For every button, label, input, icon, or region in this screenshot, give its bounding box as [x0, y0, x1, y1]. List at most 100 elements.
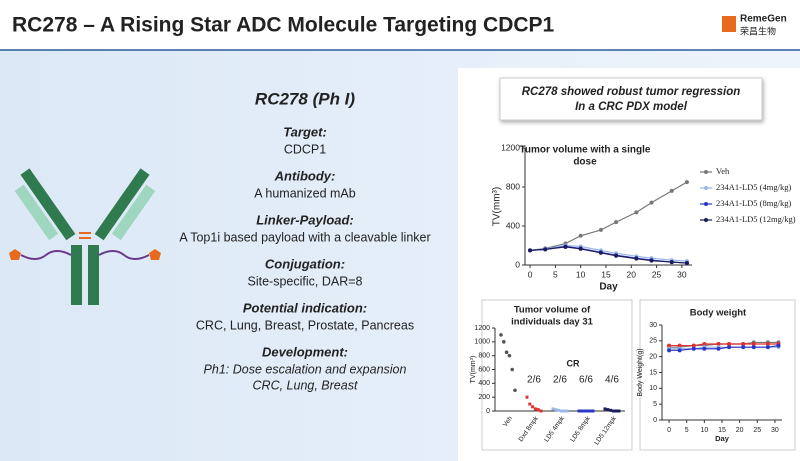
- chart-title: Body weight: [690, 308, 747, 319]
- section-text: A Top1i based payload with a cleavable l…: [179, 230, 430, 244]
- logo: RemeGen 荣昌生物: [722, 14, 787, 36]
- series-point: [598, 227, 603, 232]
- series-point: [684, 180, 689, 185]
- section-label: Antibody:: [274, 168, 336, 183]
- logo-text: RemeGen: [740, 14, 787, 25]
- section-label: Development:: [262, 344, 348, 359]
- data-point: [554, 408, 558, 412]
- y-tick-label: 1200: [474, 325, 490, 332]
- legend-label: 234A1-LD5 (12mg/kg): [716, 214, 796, 224]
- data-point: [562, 409, 566, 413]
- x-tick-label: 20: [627, 269, 637, 279]
- series-point: [684, 261, 689, 266]
- y-tick-label: 400: [478, 380, 490, 387]
- series-point: [578, 246, 583, 251]
- section-text: CRC, Lung, Breast: [253, 378, 358, 392]
- series-point: [691, 346, 696, 351]
- x-tick-label: 20: [736, 427, 744, 434]
- sections: Target: CDCP1 Antibody: A humanized mAb Link…: [179, 124, 430, 392]
- legend-dot: [704, 186, 708, 190]
- data-point: [611, 409, 615, 413]
- series-line: [669, 343, 779, 347]
- chart-title: dose: [573, 157, 597, 168]
- data-point: [603, 407, 607, 411]
- x-axis-label: Day: [599, 282, 618, 293]
- y-axis-label: TV(mm³): [492, 187, 503, 226]
- data-point: [528, 402, 532, 406]
- series-point: [669, 260, 674, 265]
- data-point: [525, 395, 529, 399]
- legend-dot: [704, 202, 708, 206]
- section-label: Linker-Payload:: [256, 212, 354, 227]
- series-point: [776, 343, 781, 348]
- series-line: [530, 246, 687, 264]
- section-label: Conjugation:: [265, 256, 345, 271]
- series-line: [669, 344, 779, 351]
- x-tick-label: 25: [753, 427, 761, 434]
- legend-label: 234A1-LD5 (8mg/kg): [716, 198, 791, 208]
- title: RC278 – A Rising Star ADC Molecule Targe…: [12, 14, 555, 37]
- series-point: [614, 253, 619, 258]
- series-point: [751, 342, 756, 346]
- legend-dot: [704, 218, 708, 222]
- data-point: [551, 407, 555, 411]
- x-tick-label: 30: [771, 427, 779, 434]
- x-tick-label: 0: [667, 427, 671, 434]
- x-tick-label: 15: [718, 427, 726, 434]
- y-tick-label: 5: [653, 401, 657, 408]
- series-point: [727, 345, 732, 350]
- y-tick-label: 25: [649, 338, 657, 345]
- antibody: [9, 168, 161, 305]
- x-axis-label: Day: [715, 434, 730, 443]
- section-text: A humanized mAb: [254, 186, 355, 200]
- series-point: [691, 343, 696, 348]
- callout-box: [499, 77, 763, 121]
- series-point: [667, 348, 672, 353]
- series-point: [765, 342, 770, 346]
- data-point: [507, 353, 512, 358]
- x-tick-label: 10: [576, 269, 586, 279]
- section-text: CRC, Lung, Breast, Prostate, Pancreas: [196, 318, 414, 332]
- y-tick-label: 200: [478, 394, 490, 401]
- logo-icon: [722, 16, 736, 32]
- chart-frame: [481, 299, 633, 451]
- series-point: [702, 342, 707, 346]
- series-point: [578, 233, 583, 238]
- data-point: [559, 409, 563, 413]
- y-tick-label: 30: [649, 322, 657, 329]
- series-point: [649, 258, 654, 263]
- series-point: [634, 210, 639, 215]
- y-tick-label: 1000: [474, 339, 490, 346]
- series-point: [765, 345, 770, 350]
- series-point: [669, 188, 674, 193]
- x-tick-label: 5: [553, 269, 558, 279]
- section-text: CDCP1: [284, 142, 326, 156]
- x-tick-label: 10: [700, 427, 708, 434]
- data-point: [585, 409, 589, 413]
- legend-label: Veh: [716, 166, 730, 176]
- section-label: Potential indication:: [243, 300, 367, 315]
- y-axis-label: Body Weight(g): [637, 348, 644, 396]
- x-tick-label: 5: [685, 427, 689, 434]
- data-point: [606, 408, 610, 412]
- series-point: [649, 200, 654, 205]
- series-point: [716, 346, 721, 351]
- chart-title: individuals day 31: [511, 317, 594, 328]
- data-point: [614, 409, 618, 413]
- y-tick-label: 800: [506, 181, 520, 191]
- data-point: [617, 409, 621, 413]
- data-point: [588, 409, 592, 413]
- y-tick-label: 10: [649, 385, 657, 392]
- x-tick-label: 30: [677, 269, 687, 279]
- series-point: [677, 348, 682, 353]
- y-tick-label: 1200: [501, 142, 520, 152]
- series-point: [528, 248, 533, 253]
- series-line: [530, 244, 687, 262]
- data-point: [557, 408, 561, 412]
- data-point: [591, 409, 595, 413]
- y-tick-label: 0: [486, 408, 490, 415]
- chart-title: Tumor volume of: [514, 305, 591, 316]
- data-point: [565, 409, 569, 413]
- data-point: [513, 388, 517, 393]
- data-point: [539, 409, 543, 413]
